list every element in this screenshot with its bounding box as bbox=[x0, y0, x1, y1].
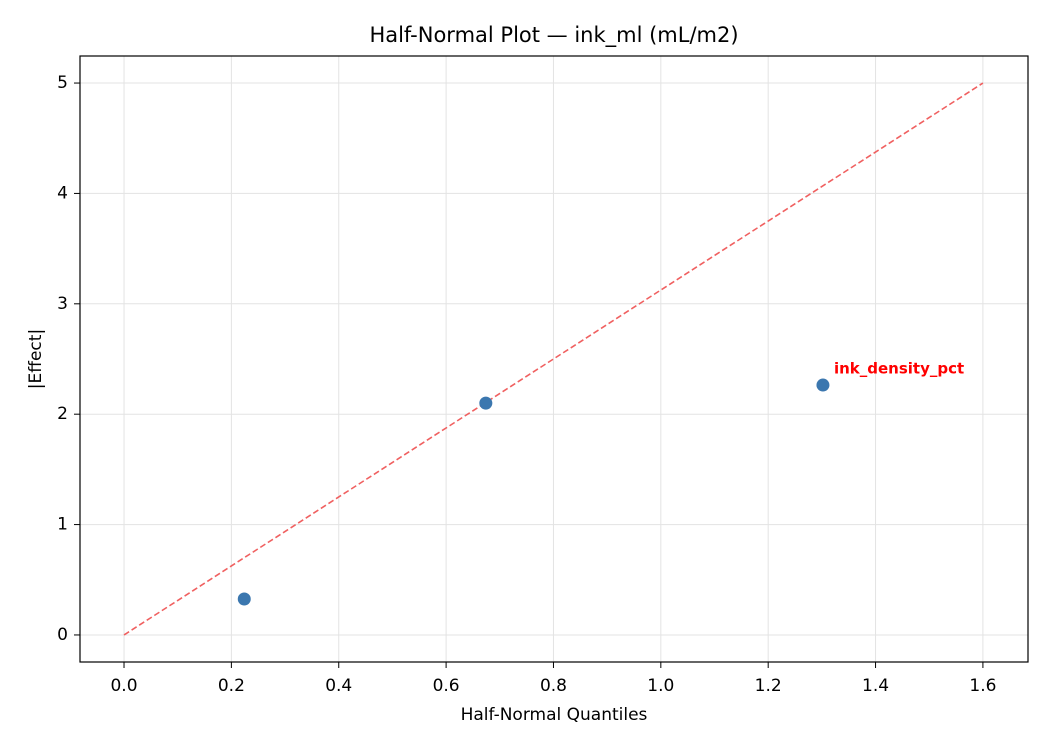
point bbox=[816, 378, 830, 392]
x-tick-label: 1.4 bbox=[862, 676, 889, 696]
x-tick-label: 0.8 bbox=[540, 676, 567, 696]
x-tick-label: 0.4 bbox=[325, 676, 352, 696]
x-tick-label: 0.6 bbox=[433, 676, 460, 696]
chart-title: Half-Normal Plot — ink_ml (mL/m2) bbox=[369, 23, 738, 48]
y-axis-label: |Effect| bbox=[26, 329, 46, 389]
reference-line bbox=[123, 82, 984, 636]
y-tick-label: 4 bbox=[57, 183, 68, 203]
point-label: ink_density_pct bbox=[834, 360, 964, 378]
point bbox=[479, 396, 493, 410]
x-tick-label: 0.0 bbox=[110, 676, 137, 696]
y-tick-label: 0 bbox=[57, 625, 68, 645]
y-tick-label: 5 bbox=[57, 73, 68, 93]
point bbox=[237, 592, 251, 606]
x-tick-label: 1.0 bbox=[647, 676, 674, 696]
plot-frame bbox=[79, 55, 1029, 663]
x-axis-label: Half-Normal Quantiles bbox=[461, 705, 648, 725]
x-tick-label: 0.2 bbox=[218, 676, 245, 696]
y-tick-label: 1 bbox=[57, 515, 68, 535]
x-tick-label: 1.6 bbox=[969, 676, 996, 696]
y-tick-label: 3 bbox=[57, 294, 68, 314]
y-tick-label: 2 bbox=[57, 404, 68, 424]
x-tick-label: 1.2 bbox=[755, 676, 782, 696]
